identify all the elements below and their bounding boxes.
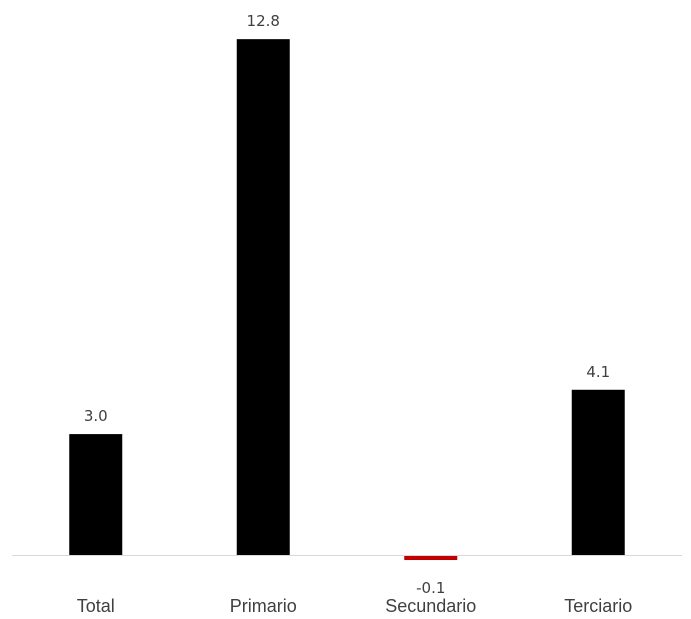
value-label-primario: 12.8 — [247, 12, 280, 30]
value-label-terciario: 4.1 — [586, 363, 610, 381]
category-label-total: Total — [77, 596, 115, 616]
value-label-total: 3.0 — [84, 407, 108, 425]
bar-total — [69, 434, 123, 555]
bar-primario — [236, 39, 290, 556]
bar-secundario — [404, 556, 458, 561]
value-label-secundario: -0.1 — [416, 579, 445, 597]
category-label-secundario: Secundario — [385, 596, 476, 616]
category-labels-group: Total Primario Secundario Terciario — [77, 596, 633, 616]
bars-group — [69, 39, 625, 561]
value-labels-group: 3.0 12.8 -0.1 4.1 — [84, 12, 610, 597]
category-label-terciario: Terciario — [564, 596, 632, 616]
category-label-primario: Primario — [230, 596, 297, 616]
bar-terciario — [571, 389, 625, 555]
